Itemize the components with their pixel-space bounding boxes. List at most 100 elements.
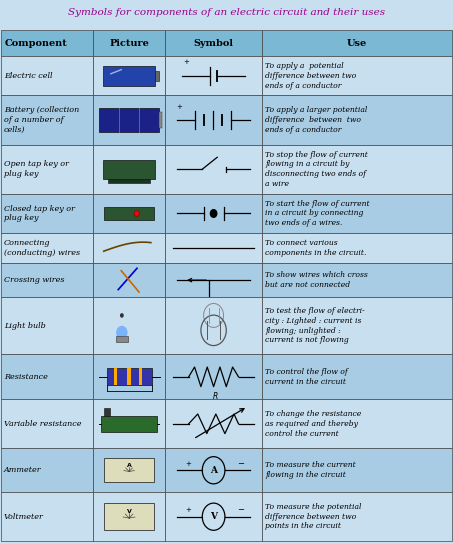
- Bar: [1, 194, 93, 233]
- Circle shape: [210, 209, 217, 217]
- Bar: [104, 408, 111, 416]
- Bar: [1, 30, 93, 56]
- Text: To test the flow of electri-
city : Lighted : current is
flowing; unlighted :
cu: To test the flow of electri- city : Ligh…: [265, 307, 365, 344]
- Bar: [103, 66, 155, 86]
- Bar: [1, 399, 93, 448]
- Text: To start the flow of current
in a circuit by connecting
two ends of a wires.: To start the flow of current in a circui…: [265, 200, 370, 227]
- Text: +: +: [177, 104, 183, 110]
- Bar: [262, 399, 452, 448]
- Bar: [99, 108, 159, 132]
- Bar: [1, 263, 93, 297]
- Text: Resistance: Resistance: [4, 373, 48, 381]
- Bar: [165, 233, 262, 263]
- Text: Use: Use: [347, 39, 367, 47]
- Circle shape: [134, 211, 139, 217]
- Text: Open tap key or
plug key: Open tap key or plug key: [4, 160, 69, 178]
- Bar: [165, 145, 262, 194]
- Text: Battery (collection
of a number of
cells): Battery (collection of a number of cells…: [4, 106, 79, 134]
- Text: Light bulb: Light bulb: [4, 322, 46, 330]
- Bar: [93, 399, 165, 448]
- Bar: [262, 233, 452, 263]
- Text: To apply a larger potential
difference  between  two
ends of a conductor: To apply a larger potential difference b…: [265, 106, 367, 134]
- Bar: [93, 56, 165, 96]
- Text: +: +: [186, 461, 192, 467]
- Bar: [93, 96, 165, 145]
- Text: Variable resistance: Variable resistance: [4, 420, 82, 428]
- Bar: [159, 112, 162, 128]
- Bar: [165, 56, 262, 96]
- Bar: [165, 194, 262, 233]
- Bar: [262, 297, 452, 355]
- Bar: [127, 368, 131, 385]
- Bar: [262, 263, 452, 297]
- Text: +: +: [183, 59, 189, 65]
- Bar: [93, 30, 165, 56]
- Text: A: A: [127, 463, 131, 468]
- Bar: [165, 399, 262, 448]
- Text: Crossing wires: Crossing wires: [4, 276, 65, 284]
- Bar: [1, 96, 93, 145]
- Text: To stop the flow of current
flowing in a circuit by
disconnecting two ends of
a : To stop the flow of current flowing in a…: [265, 151, 368, 188]
- Circle shape: [116, 326, 128, 339]
- Bar: [262, 194, 452, 233]
- Bar: [139, 368, 142, 385]
- Text: To apply a  potential
difference between two
ends of a conductor: To apply a potential difference between …: [265, 62, 356, 90]
- Text: −: −: [237, 459, 244, 468]
- Text: To connect various
components in the circuit.: To connect various components in the cir…: [265, 239, 366, 257]
- Bar: [1, 145, 93, 194]
- Bar: [93, 194, 165, 233]
- Bar: [93, 297, 165, 355]
- Bar: [1, 233, 93, 263]
- Text: To show wires which cross
but are not connected: To show wires which cross but are not co…: [265, 271, 368, 289]
- Bar: [105, 458, 154, 483]
- Bar: [93, 448, 165, 492]
- Bar: [103, 160, 155, 178]
- Text: To control the flow of
current in the circuit: To control the flow of current in the ci…: [265, 368, 348, 386]
- Bar: [165, 297, 262, 355]
- Bar: [165, 355, 262, 399]
- Bar: [104, 207, 154, 220]
- Text: −: −: [237, 505, 244, 515]
- Bar: [93, 355, 165, 399]
- Text: Symbols for components of an electric circuit and their uses: Symbols for components of an electric ci…: [68, 8, 385, 17]
- Text: To measure the current
flowing in the circuit: To measure the current flowing in the ci…: [265, 461, 356, 479]
- Bar: [262, 56, 452, 96]
- Bar: [262, 30, 452, 56]
- Text: To change the resistance
as required and thereby
control the current: To change the resistance as required and…: [265, 410, 361, 437]
- Text: V: V: [127, 509, 131, 514]
- Bar: [93, 145, 165, 194]
- Bar: [262, 448, 452, 492]
- Text: +: +: [186, 508, 192, 514]
- Bar: [105, 503, 154, 530]
- Text: To measure the potential
difference between two
points in the circuit: To measure the potential difference betw…: [265, 503, 361, 530]
- Text: Ammeter: Ammeter: [4, 466, 42, 474]
- Bar: [262, 492, 452, 541]
- Bar: [165, 30, 262, 56]
- Bar: [106, 368, 152, 385]
- Circle shape: [120, 313, 124, 318]
- Bar: [165, 96, 262, 145]
- Bar: [262, 355, 452, 399]
- Bar: [93, 492, 165, 541]
- Text: Closed tap key or
plug key: Closed tap key or plug key: [4, 205, 75, 222]
- Bar: [165, 448, 262, 492]
- Bar: [101, 416, 157, 432]
- Text: Symbol: Symbol: [193, 39, 234, 47]
- Text: Connecting
(conducting) wires: Connecting (conducting) wires: [4, 239, 80, 257]
- Bar: [1, 448, 93, 492]
- Text: Electric cell: Electric cell: [4, 72, 53, 80]
- Bar: [262, 145, 452, 194]
- Bar: [93, 233, 165, 263]
- Text: A: A: [210, 466, 217, 475]
- Bar: [1, 492, 93, 541]
- Bar: [1, 297, 93, 355]
- Bar: [262, 96, 452, 145]
- Text: Component: Component: [5, 39, 67, 47]
- Bar: [114, 368, 117, 385]
- Bar: [165, 263, 262, 297]
- Text: R: R: [213, 392, 218, 401]
- Bar: [1, 56, 93, 96]
- Bar: [93, 263, 165, 297]
- Bar: [155, 71, 159, 81]
- Text: Voltmeter: Voltmeter: [4, 512, 44, 521]
